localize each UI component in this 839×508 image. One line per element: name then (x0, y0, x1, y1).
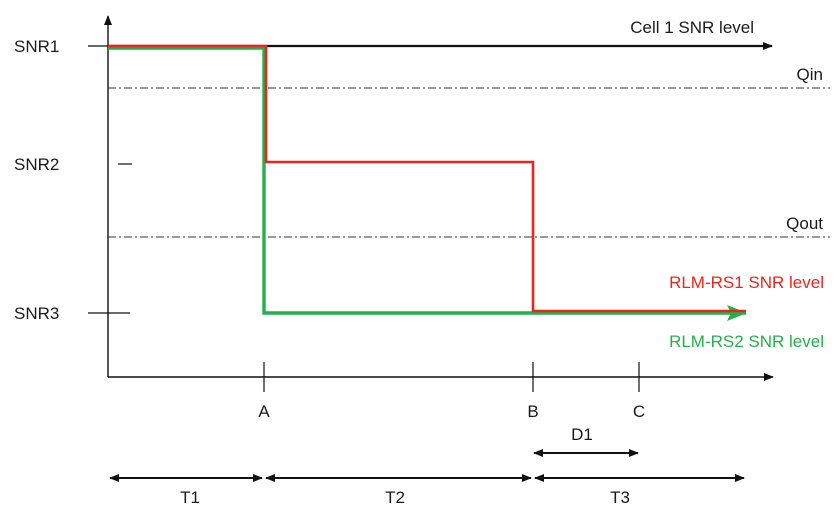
d1-label: D1 (571, 425, 593, 444)
x-label-b: B (527, 402, 538, 421)
x-label-c: C (633, 402, 645, 421)
t2-label: T2 (385, 488, 405, 507)
threshold-label-qin: Qin (797, 65, 823, 84)
y-label-snr1: SNR1 (14, 37, 59, 56)
cell1-snr-label: Cell 1 SNR level (630, 18, 754, 37)
rlm-rs2-snr-label: RLM-RS2 SNR level (669, 332, 824, 351)
rlm-rs1-snr-line (108, 44, 746, 313)
t3-label: T3 (610, 488, 630, 507)
rlm-rs2-snr-line (108, 46, 747, 321)
x-label-a: A (258, 402, 270, 421)
rlm-rs1-snr-label: RLM-RS1 SNR level (669, 273, 824, 292)
t1-label: T1 (180, 488, 200, 507)
threshold-label-qout: Qout (786, 214, 823, 233)
y-label-snr3: SNR3 (14, 304, 59, 323)
y-label-snr2: SNR2 (14, 155, 59, 174)
